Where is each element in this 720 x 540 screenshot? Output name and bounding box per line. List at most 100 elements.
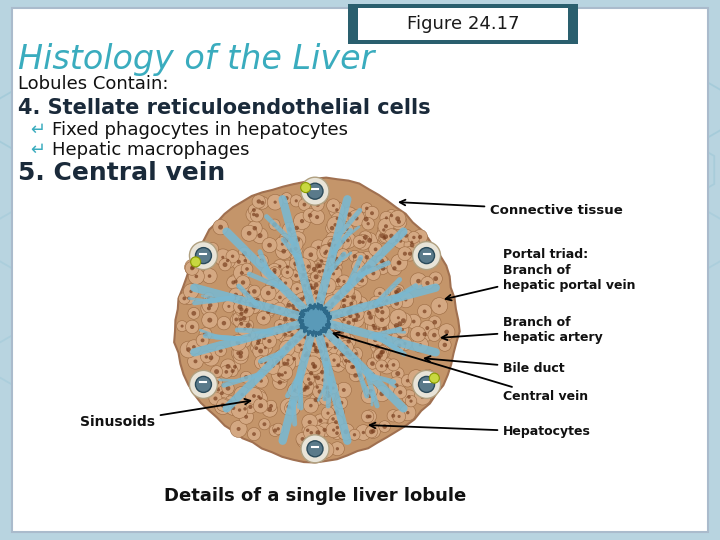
Circle shape — [306, 338, 320, 352]
Circle shape — [403, 342, 407, 345]
Circle shape — [213, 220, 228, 235]
Circle shape — [377, 321, 392, 336]
Circle shape — [252, 394, 256, 398]
Circle shape — [401, 318, 406, 323]
Circle shape — [310, 286, 314, 289]
Circle shape — [341, 240, 345, 244]
Circle shape — [202, 268, 217, 284]
Circle shape — [296, 237, 300, 242]
Circle shape — [318, 418, 323, 423]
Circle shape — [239, 307, 243, 312]
Text: Hepatocytes: Hepatocytes — [370, 423, 591, 438]
Circle shape — [324, 296, 340, 313]
Circle shape — [402, 252, 407, 256]
Circle shape — [215, 249, 231, 266]
Circle shape — [275, 332, 279, 335]
Circle shape — [281, 193, 292, 204]
Circle shape — [394, 301, 399, 306]
Circle shape — [258, 418, 270, 430]
Circle shape — [271, 364, 275, 368]
Circle shape — [370, 211, 374, 215]
Circle shape — [273, 290, 287, 305]
Circle shape — [390, 234, 394, 238]
Circle shape — [414, 376, 418, 380]
Circle shape — [296, 325, 300, 328]
Circle shape — [281, 373, 284, 376]
Circle shape — [222, 262, 228, 267]
Circle shape — [291, 282, 303, 295]
Circle shape — [341, 283, 354, 297]
Text: Figure 24.17: Figure 24.17 — [407, 15, 519, 33]
Circle shape — [317, 194, 322, 199]
Circle shape — [262, 402, 277, 417]
Circle shape — [191, 265, 195, 269]
Circle shape — [209, 355, 213, 360]
Circle shape — [400, 404, 416, 421]
Circle shape — [368, 301, 379, 312]
Circle shape — [392, 367, 404, 380]
Circle shape — [262, 316, 266, 320]
Circle shape — [307, 359, 323, 375]
Circle shape — [279, 340, 295, 356]
Circle shape — [317, 265, 329, 277]
Circle shape — [444, 329, 449, 334]
Circle shape — [346, 239, 350, 242]
Circle shape — [433, 320, 437, 325]
Circle shape — [309, 284, 312, 287]
Circle shape — [366, 318, 382, 334]
Circle shape — [252, 213, 256, 216]
Circle shape — [202, 312, 218, 328]
Circle shape — [397, 321, 402, 326]
Circle shape — [244, 415, 248, 419]
Circle shape — [271, 355, 284, 369]
Circle shape — [282, 336, 297, 352]
Circle shape — [208, 303, 212, 307]
Circle shape — [342, 353, 346, 356]
Circle shape — [203, 292, 215, 303]
Circle shape — [346, 361, 358, 373]
Circle shape — [278, 276, 293, 291]
Circle shape — [364, 255, 369, 259]
Circle shape — [233, 297, 236, 300]
Circle shape — [229, 293, 240, 305]
Circle shape — [348, 353, 361, 367]
Circle shape — [380, 349, 385, 354]
Circle shape — [285, 362, 289, 366]
Circle shape — [222, 382, 234, 395]
Circle shape — [297, 327, 300, 331]
Circle shape — [282, 323, 297, 338]
Circle shape — [287, 301, 301, 316]
Circle shape — [272, 222, 276, 227]
Circle shape — [376, 354, 380, 359]
Circle shape — [367, 394, 371, 398]
Circle shape — [233, 345, 249, 361]
Circle shape — [331, 302, 334, 305]
Circle shape — [397, 261, 401, 265]
Circle shape — [304, 386, 308, 389]
Circle shape — [410, 273, 427, 289]
Circle shape — [366, 222, 370, 225]
Circle shape — [306, 359, 323, 375]
Circle shape — [363, 410, 377, 423]
Circle shape — [392, 363, 395, 367]
Circle shape — [299, 292, 310, 302]
Circle shape — [267, 309, 271, 313]
Circle shape — [308, 213, 312, 218]
Circle shape — [379, 421, 390, 433]
Circle shape — [261, 266, 276, 280]
Circle shape — [240, 297, 243, 300]
Circle shape — [271, 367, 287, 382]
Circle shape — [231, 406, 235, 410]
Circle shape — [319, 384, 336, 401]
Circle shape — [374, 352, 385, 364]
Circle shape — [318, 389, 322, 394]
Circle shape — [306, 337, 321, 353]
Circle shape — [271, 327, 283, 340]
Circle shape — [409, 244, 423, 257]
Circle shape — [366, 358, 378, 369]
Circle shape — [196, 334, 209, 347]
Circle shape — [336, 296, 340, 300]
Circle shape — [391, 254, 408, 271]
Circle shape — [252, 305, 256, 309]
Circle shape — [309, 192, 312, 195]
